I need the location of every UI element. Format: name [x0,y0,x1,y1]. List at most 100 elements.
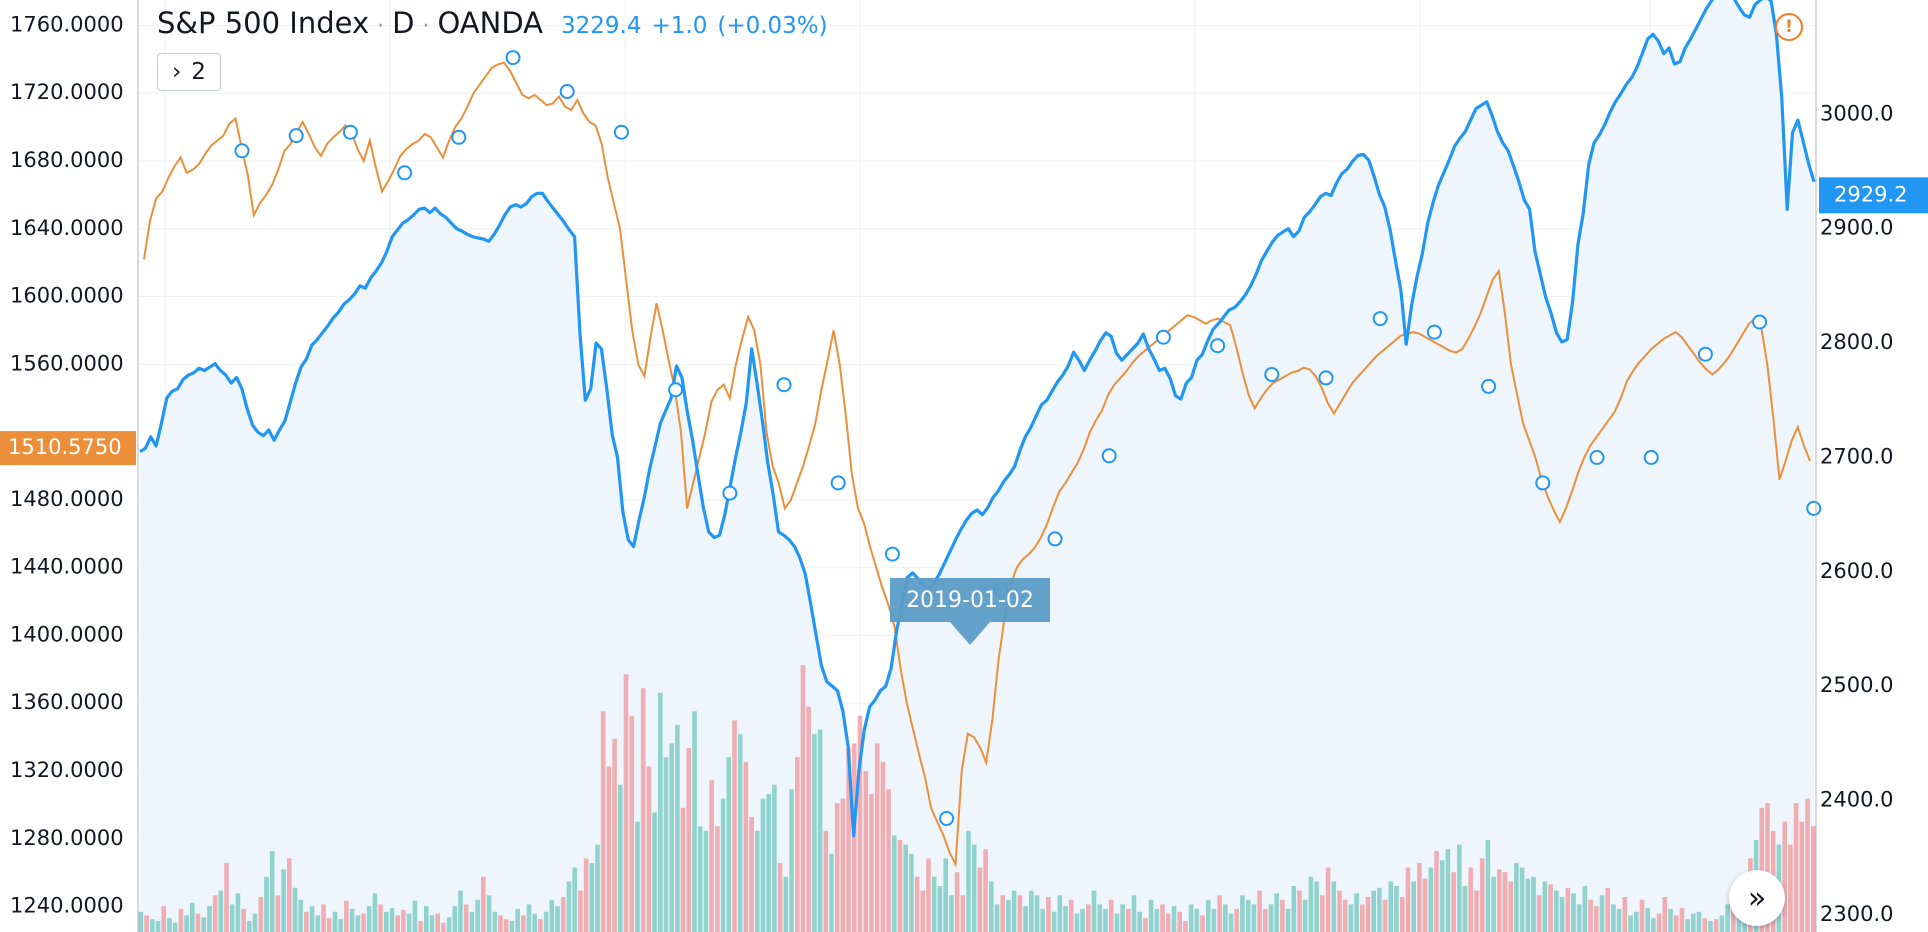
volume-bar [1405,867,1411,932]
volume-bar [412,900,418,932]
volume-bar [469,911,475,932]
marker-point[interactable] [1318,370,1334,386]
volume-bar [1320,895,1325,932]
interval-label[interactable]: D [392,6,415,40]
volume-bar [1251,904,1257,932]
volume-bar [1765,803,1770,932]
marker-point[interactable] [1697,346,1713,362]
marker-point[interactable] [1047,531,1063,547]
volume-bar [498,915,503,932]
volume-bar [1165,913,1171,932]
marker-point[interactable] [1589,450,1605,465]
volume-bar [269,851,275,932]
volume-bar [1223,904,1228,932]
volume-bar [1029,890,1034,932]
left-axis-tick: 1600.0000 [10,284,124,308]
marker-point[interactable] [1210,338,1226,354]
volume-bar [372,893,378,932]
volume-bar [1799,821,1805,932]
marker-point[interactable] [668,382,684,398]
volume-bar [418,921,423,932]
volume-bar [195,913,201,932]
marker-point[interactable] [1372,311,1388,327]
marker-point[interactable] [1101,448,1117,464]
marker-point[interactable] [613,124,629,140]
left-axis-tick: 1400.0000 [10,622,124,646]
marker-point[interactable] [884,546,900,562]
volume-bar [406,913,412,932]
marker-point[interactable] [234,143,250,159]
volume-bar [1462,886,1468,932]
volume-bar [429,915,435,932]
marker-point[interactable] [559,84,575,99]
volume-bar [532,913,537,932]
volume-bar [1325,867,1331,932]
volume-bar [846,748,851,932]
volume-bar [909,853,914,932]
volume-bar [1183,921,1188,932]
volume-bar [1394,886,1399,932]
volume-bar [1074,913,1080,932]
volume-bar [1548,884,1553,932]
volume-bar [760,798,766,932]
marker-point[interactable] [451,129,467,145]
volume-bar [920,890,926,932]
volume-bar [623,674,629,932]
collapse-studies-button[interactable]: › 2 [157,53,221,91]
marker-point[interactable] [342,124,358,140]
volume-bar [989,881,994,932]
volume-bar [287,858,292,932]
volume-bar [1365,897,1371,932]
marker-point[interactable] [1643,450,1659,465]
volume-bar [201,917,206,932]
exclamation-circle-icon[interactable]: ! [1775,13,1803,41]
volume-bar [1131,895,1137,932]
marker-point[interactable] [1806,500,1822,516]
volume-bar [1810,826,1816,932]
volume-bar [1434,851,1439,932]
volume-bar [886,789,891,932]
volume-bar [1594,906,1599,932]
volume-bar [949,895,954,932]
volume-bar [235,893,241,932]
marker-point[interactable] [1426,324,1442,340]
volume-bar [395,915,400,932]
volume-bar [1314,881,1319,932]
volume-bar [258,897,264,932]
volume-bar [709,780,714,932]
marker-point[interactable] [722,485,738,501]
marker-point[interactable] [288,128,304,144]
left-axis-tick: 1240.0000 [10,894,124,918]
volume-bar [247,921,252,932]
volume-bar [926,858,931,932]
volume-bar [475,899,480,932]
symbol-name[interactable]: S&P 500 Index [157,6,370,40]
marker-point[interactable] [1535,475,1551,491]
marker-point[interactable] [1481,378,1497,394]
marker-point[interactable] [397,165,413,181]
marker-point[interactable] [1155,329,1171,345]
volume-bar [840,798,846,932]
volume-bar [1360,904,1365,932]
volume-bar [1497,869,1502,932]
marker-point[interactable] [776,377,792,393]
volume-bar [1725,904,1730,932]
volume-bar [777,863,783,932]
volume-bar [1023,906,1028,932]
legend-separator: · [377,14,385,39]
volume-bar [1485,840,1491,932]
marker-point[interactable] [1264,367,1280,382]
volume-bar [658,692,663,932]
right-axis-tick: 2600.0 [1820,559,1893,583]
marker-point[interactable] [1752,314,1768,330]
crosshair-date-tag [890,578,1050,622]
scroll-to-realtime-button[interactable]: » [1729,870,1785,926]
marker-point[interactable] [505,50,521,66]
compare-series-line [143,61,1811,868]
marker-point[interactable] [939,811,955,826]
volume-bar [1679,908,1685,932]
volume-bar [1228,913,1234,932]
marker-point[interactable] [830,475,846,491]
volume-bar [190,902,195,932]
